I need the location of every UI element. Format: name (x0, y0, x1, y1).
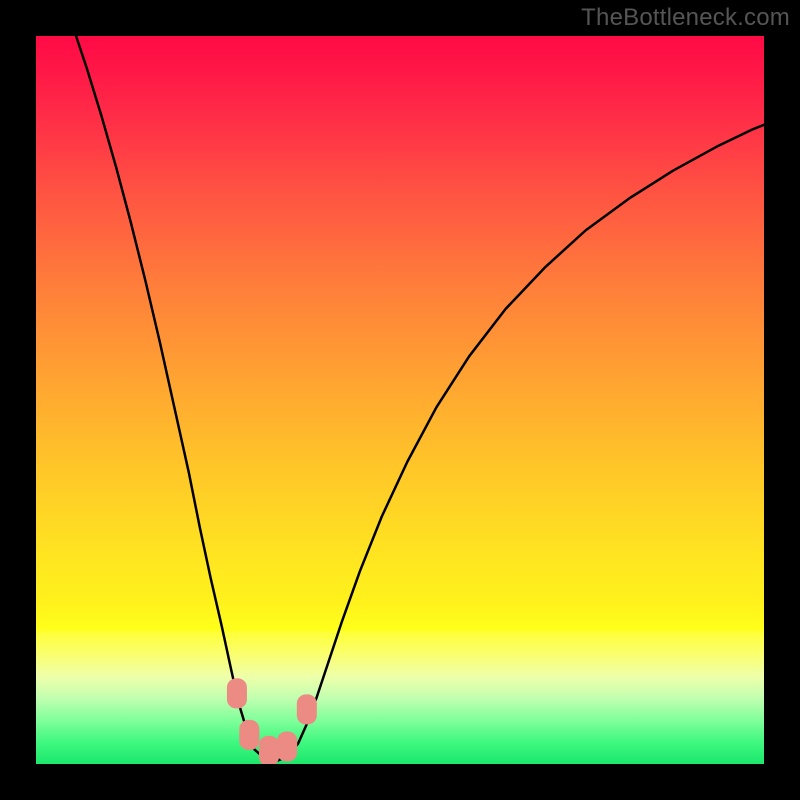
plot-svg (36, 36, 764, 764)
valley-marker (227, 678, 247, 708)
plot-area (36, 36, 764, 764)
bottleneck-curve (76, 36, 764, 761)
valley-marker (259, 736, 279, 764)
watermark-text: TheBottleneck.com (581, 4, 790, 32)
chart-frame: TheBottleneck.com (0, 0, 800, 800)
valley-marker (239, 720, 259, 750)
valley-marker (297, 694, 317, 724)
valley-marker (277, 732, 297, 762)
